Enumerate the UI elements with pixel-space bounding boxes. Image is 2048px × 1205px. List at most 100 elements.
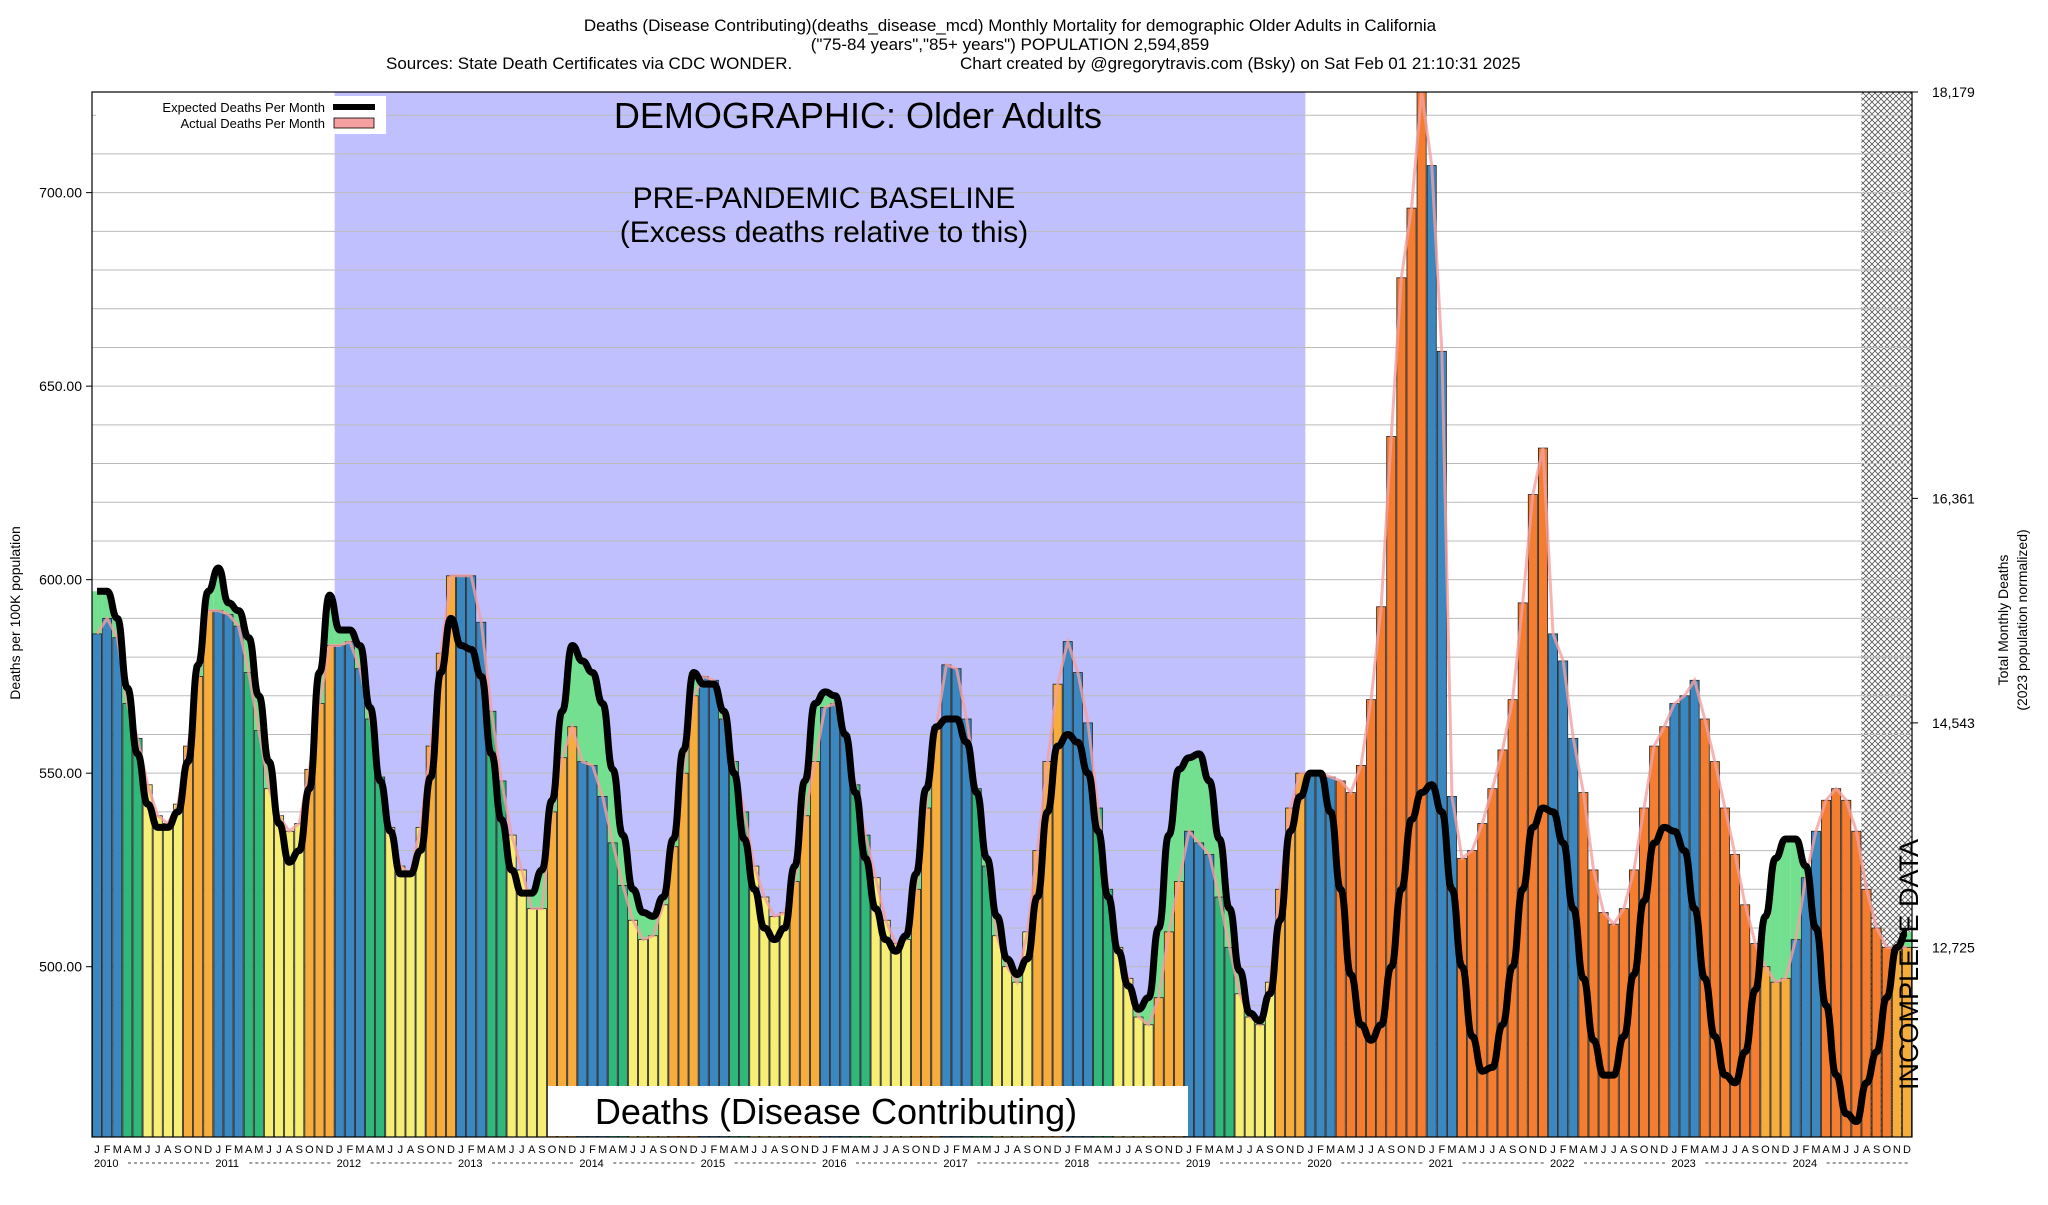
actual-bar — [708, 679, 719, 1137]
actual-bar — [1780, 977, 1791, 1137]
actual-bar — [1244, 1016, 1255, 1137]
month-tick-label: M — [1569, 1144, 1578, 1156]
month-tick-label: J — [1358, 1144, 1364, 1156]
year-tick-label: 2020 — [1307, 1158, 1331, 1170]
lines-layer — [95, 92, 1909, 1126]
month-tick-label: F — [1802, 1144, 1809, 1156]
month-tick-label: M — [598, 1144, 607, 1156]
actual-bar — [274, 815, 285, 1137]
month-tick-label: O — [1397, 1144, 1406, 1156]
month-tick-label: N — [1772, 1144, 1780, 1156]
legend: Expected Deaths Per Month Actual Deaths … — [96, 96, 386, 134]
month-tick-label: J — [519, 1144, 525, 1156]
below-expected-gap — [567, 645, 578, 727]
month-tick-label: S — [781, 1144, 788, 1156]
actual-bar — [385, 826, 396, 1137]
actual-bar — [1386, 436, 1397, 1137]
month-tick-label: M — [113, 1144, 122, 1156]
year-tick-label: 2012 — [337, 1158, 361, 1170]
month-tick-label: F — [953, 1144, 960, 1156]
below-expected-gap — [627, 889, 638, 921]
month-tick-label: D — [1903, 1144, 1911, 1156]
month-tick-label: J — [630, 1144, 636, 1156]
month-tick-label: O — [184, 1144, 193, 1156]
month-tick-label: S — [902, 1144, 909, 1156]
month-tick-label: M — [1447, 1144, 1456, 1156]
month-tick-label: S — [1752, 1144, 1759, 1156]
month-tick-label: A — [488, 1144, 496, 1156]
metric-label-box — [548, 1086, 1188, 1136]
actual-bar — [193, 676, 204, 1137]
month-tick-label: N — [437, 1144, 445, 1156]
month-tick-label: J — [640, 1144, 646, 1156]
actual-bar — [1315, 772, 1326, 1137]
below-expected-gap — [253, 695, 264, 731]
month-tick-label: J — [944, 1144, 950, 1156]
y-tick-label: 550.00 — [39, 765, 82, 781]
month-tick-label: N — [194, 1144, 202, 1156]
month-tick-label: S — [660, 1144, 667, 1156]
month-tick-label: J — [398, 1144, 404, 1156]
below-expected-gap — [1163, 835, 1174, 932]
month-tick-label: D — [932, 1144, 940, 1156]
month-tick-label: M — [254, 1144, 263, 1156]
month-tick-label: F — [225, 1144, 232, 1156]
actual-bar — [203, 610, 214, 1137]
below-expected-gap — [233, 610, 244, 627]
year-tick-label: 2013 — [458, 1158, 482, 1170]
gridlines — [92, 114, 1912, 1123]
year-tick-label: 2022 — [1550, 1158, 1574, 1170]
below-expected-gap — [1184, 757, 1195, 832]
month-tick-label: J — [458, 1144, 464, 1156]
month-tick-label: J — [1722, 1144, 1728, 1156]
month-tick-label: S — [174, 1144, 181, 1156]
month-tick-label: J — [994, 1144, 1000, 1156]
actual-bar — [698, 676, 709, 1137]
month-tick-label: J — [1793, 1144, 1799, 1156]
month-tick-label: O — [1033, 1144, 1042, 1156]
y-tick-label: 600.00 — [39, 572, 82, 588]
below-expected-gap — [1760, 916, 1771, 967]
month-tick-label: N — [1408, 1144, 1416, 1156]
below-expected-gap — [536, 869, 547, 909]
month-tick-label: J — [1490, 1144, 1496, 1156]
month-tick-label: S — [417, 1144, 424, 1156]
actual-bar — [1396, 277, 1407, 1137]
month-tick-label: F — [346, 1144, 353, 1156]
actual-bar — [365, 718, 376, 1137]
month-tick-label: J — [883, 1144, 889, 1156]
baseline-subtitle: (Excess deaths relative to this) — [620, 216, 1029, 249]
actual-bar — [1224, 946, 1235, 1137]
month-tick-label: A — [1216, 1144, 1224, 1156]
actual-bar — [213, 610, 224, 1137]
below-expected-gap — [1153, 928, 1164, 998]
month-tick-label: D — [447, 1144, 455, 1156]
actual-bar — [688, 695, 699, 1137]
month-tick-label: A — [973, 1144, 981, 1156]
metric-label: Deaths (Disease Contributing) — [595, 1091, 1077, 1132]
actual-bar — [162, 823, 173, 1137]
month-tick-label: O — [426, 1144, 435, 1156]
month-tick-label: J — [337, 1144, 343, 1156]
actual-bar — [1406, 207, 1417, 1137]
below-expected-gap — [1194, 753, 1205, 843]
month-tick-label: J — [155, 1144, 161, 1156]
actual-bar — [567, 726, 578, 1137]
month-tick-label: A — [1135, 1144, 1143, 1156]
month-tick-label: O — [1882, 1144, 1891, 1156]
month-tick-label: F — [1681, 1144, 1688, 1156]
chart-sources: Sources: State Death Certificates via CD… — [386, 54, 792, 73]
month-tick-label: M — [841, 1144, 850, 1156]
actual-bar — [1305, 772, 1316, 1137]
month-tick-label: A — [1499, 1144, 1507, 1156]
actual-bar — [1679, 695, 1690, 1137]
actual-bar — [112, 637, 123, 1137]
actual-bar — [941, 664, 952, 1137]
month-tick-label: N — [801, 1144, 809, 1156]
month-tick-label: O — [1761, 1144, 1770, 1156]
month-tick-label: J — [1550, 1144, 1556, 1156]
axes-layer: 500.00 550.00 600.00 650.00 700.00 12,725 14,5… — [39, 84, 1975, 1170]
actual-bar — [1800, 877, 1811, 1137]
below-expected-gap — [92, 591, 103, 634]
month-tick-label: J — [822, 1144, 828, 1156]
